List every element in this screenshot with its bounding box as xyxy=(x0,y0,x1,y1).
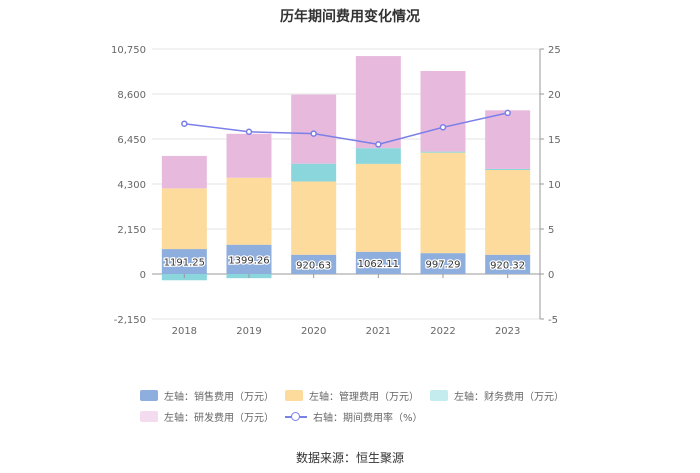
legend-swatch-admin xyxy=(285,390,303,401)
legend-line-icon xyxy=(285,411,307,422)
right-tick-label: 5 xyxy=(548,225,554,236)
left-tick-label: -2,150 xyxy=(114,315,146,326)
bar-segment xyxy=(226,244,272,274)
left-tick-label: 8,600 xyxy=(117,90,146,101)
data-label: 920.32 xyxy=(490,260,525,271)
rate-point xyxy=(245,128,253,136)
bar-segment xyxy=(485,168,531,170)
legend-label-rnd: 左轴：研发费用（万元） xyxy=(164,413,274,424)
left-tick-label: 2,150 xyxy=(117,225,146,236)
legend-label-sales: 左轴：销售费用（万元） xyxy=(164,392,274,403)
bar-segment xyxy=(291,181,337,255)
rate-point xyxy=(181,120,188,127)
legend-swatch-rnd xyxy=(140,411,158,422)
legend-swatch-finance xyxy=(430,390,448,401)
right-tick-label: 0 xyxy=(548,270,554,281)
rate-point xyxy=(504,109,511,117)
bar-segment xyxy=(355,251,401,274)
bar-segment xyxy=(226,177,272,245)
legend-swatch-sales xyxy=(140,390,158,401)
rate-line xyxy=(184,112,508,146)
left-tick-label: 6,450 xyxy=(117,135,146,146)
right-tick-label: -5 xyxy=(548,315,558,326)
source-note: 数据来源：恒生聚源 xyxy=(295,451,404,465)
bar-segment xyxy=(420,71,466,152)
bar-segment xyxy=(226,133,272,178)
x-tick-label: 2018 xyxy=(172,326,197,337)
data-label: 1399.26 xyxy=(228,255,269,266)
bar-segment xyxy=(355,163,401,252)
right-tick-label: 10 xyxy=(548,180,561,191)
bar-segment xyxy=(420,152,466,254)
legend-item-finance[interactable]: 左轴：财务费用（万元） xyxy=(430,388,564,403)
left-tick-label: 4,300 xyxy=(117,180,146,191)
bar-segment xyxy=(291,94,337,164)
bar-segment xyxy=(291,163,337,182)
bar-segment xyxy=(485,254,531,274)
bar-segment xyxy=(420,253,466,274)
bar-segment xyxy=(161,249,207,274)
x-tick-label: 2022 xyxy=(430,326,455,337)
rate-point xyxy=(375,141,382,148)
data-label: 920.63 xyxy=(296,260,331,271)
bar-segment xyxy=(161,188,207,250)
right-tick-label: 20 xyxy=(548,90,561,101)
legend-label-finance: 左轴：财务费用（万元） xyxy=(454,392,564,403)
x-tick-label: 2020 xyxy=(301,326,326,337)
legend-item-sales[interactable]: 左轴：销售费用（万元） xyxy=(140,388,274,403)
rate-point xyxy=(439,124,447,131)
rate-point xyxy=(310,130,317,137)
chart-title: 历年期间费用变化情况 xyxy=(280,9,420,25)
legend-label-admin: 左轴：管理费用（万元） xyxy=(309,392,419,403)
legend-item-admin[interactable]: 左轴：管理费用（万元） xyxy=(285,388,419,403)
legend-label-rate: 右轴：期间费用率（%） xyxy=(313,413,423,424)
data-label: 1062.11 xyxy=(358,259,399,270)
bar-segment xyxy=(161,155,207,189)
bar-segment xyxy=(355,56,401,149)
right-tick-label: 15 xyxy=(548,135,561,146)
x-tick-label: 2021 xyxy=(366,326,391,337)
data-label: 997.29 xyxy=(426,260,461,271)
left-tick-label: 0 xyxy=(140,270,146,281)
bar-segment xyxy=(291,254,337,274)
bar-segment xyxy=(420,151,466,153)
x-tick-label: 2019 xyxy=(236,326,261,337)
chart-canvas: -2,150 0 2,150 4,300 6,450 8,600 10,750 -5 0 5 10 1… xyxy=(111,45,561,337)
bar-segment xyxy=(485,169,531,255)
legend-item-rnd[interactable]: 左轴：研发费用（万元） xyxy=(140,409,274,424)
legend-item-rate[interactable]: 右轴：期间费用率（%） xyxy=(285,409,423,424)
data-label: 1191.25 xyxy=(164,258,205,269)
right-tick-label: 25 xyxy=(548,45,561,56)
x-tick-label: 2023 xyxy=(495,326,520,337)
bar-segment xyxy=(485,110,531,169)
bar-segment xyxy=(355,148,401,164)
left-tick-label: 10,750 xyxy=(111,45,146,56)
